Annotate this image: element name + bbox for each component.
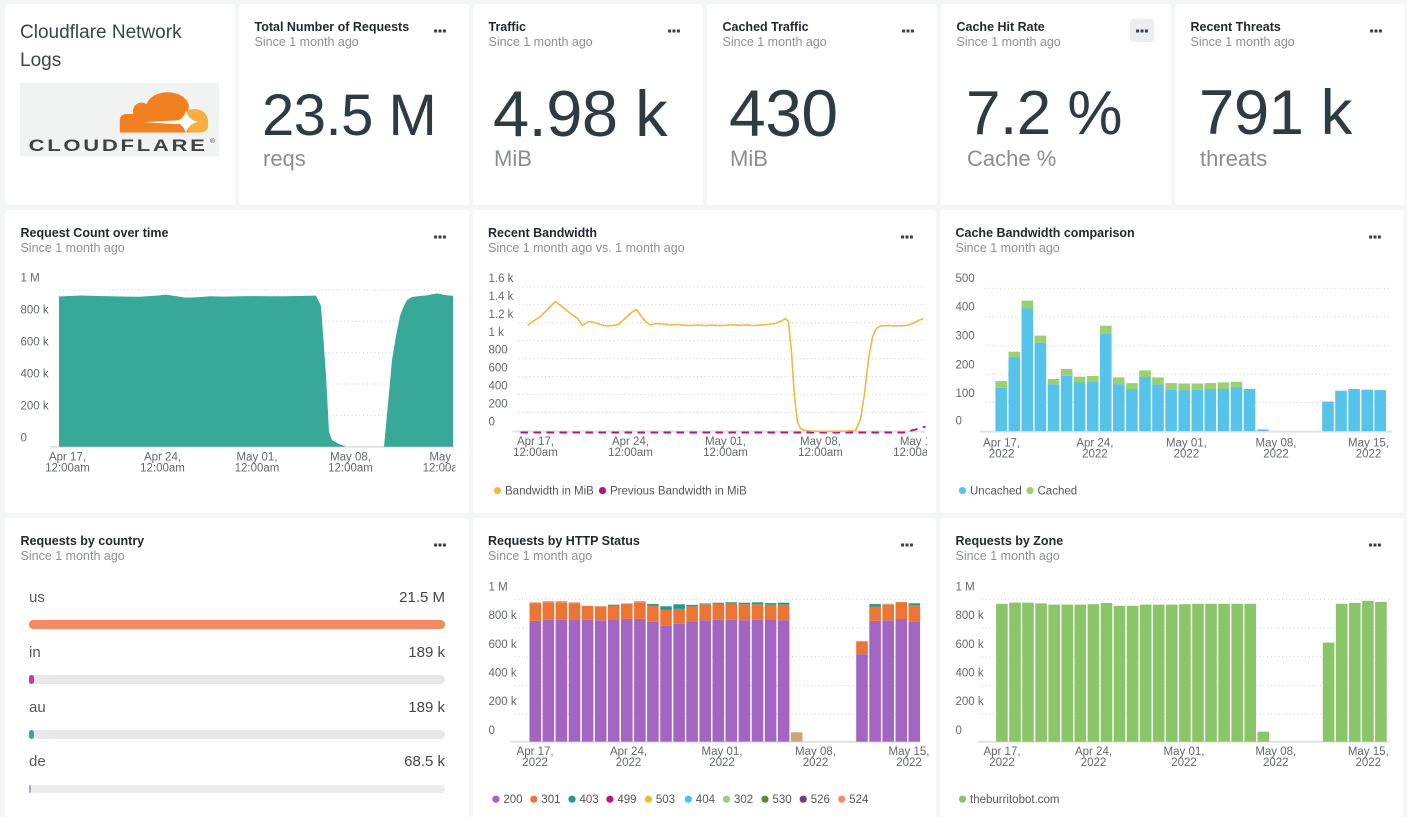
svg-text:May 112:00am: May 1 12:00am <box>423 452 468 475</box>
svg-text:400 k: 400 k <box>956 668 984 680</box>
svg-text:0: 0 <box>21 433 27 445</box>
svg-text:800: 800 <box>488 345 507 357</box>
svg-text:526: 526 <box>810 794 829 806</box>
svg-text:400: 400 <box>956 302 975 314</box>
svg-text:Apr 17,2022: Apr 17, 2022 <box>983 746 1020 769</box>
svg-text:499: 499 <box>617 794 636 806</box>
svg-text:530: 530 <box>772 794 791 806</box>
svg-text:403: 403 <box>579 794 598 806</box>
svg-text:1.6 k: 1.6 k <box>488 273 513 285</box>
svg-text:May 08,12:00am: May 08, 12:00am <box>798 436 843 459</box>
svg-text:Apr 17,12:00am: Apr 17, 12:00am <box>45 452 90 475</box>
svg-text:Apr 24,2022: Apr 24, 2022 <box>1076 437 1113 460</box>
svg-text:0: 0 <box>956 415 962 427</box>
svg-text:600 k: 600 k <box>956 639 984 651</box>
svg-text:400: 400 <box>488 381 507 393</box>
svg-text:404: 404 <box>695 794 715 806</box>
svg-text:May 112:00am: May 1 12:00am <box>893 436 937 459</box>
svg-text:1.2 k: 1.2 k <box>488 309 513 321</box>
svg-text:800 k: 800 k <box>488 610 516 622</box>
svg-text:1 M: 1 M <box>956 581 975 593</box>
svg-text:302: 302 <box>734 794 753 806</box>
svg-text:524: 524 <box>849 794 869 806</box>
svg-text:May 15,2022: May 15, 2022 <box>1348 437 1389 460</box>
svg-text:1 k: 1 k <box>488 327 504 339</box>
svg-text:1 M: 1 M <box>21 273 40 285</box>
svg-text:200: 200 <box>488 399 507 411</box>
svg-text:Apr 24,2022: Apr 24, 2022 <box>1075 746 1112 769</box>
svg-text:100: 100 <box>956 388 975 400</box>
svg-text:May 01,12:00am: May 01, 12:00am <box>703 436 748 459</box>
svg-text:1 M: 1 M <box>488 581 507 593</box>
svg-text:Apr 17,2022: Apr 17, 2022 <box>983 437 1020 460</box>
svg-text:May 15,2022: May 15, 2022 <box>888 746 929 769</box>
svg-text:600 k: 600 k <box>488 639 516 651</box>
svg-text:May 08,2022: May 08, 2022 <box>1255 746 1296 769</box>
svg-text:500: 500 <box>956 273 975 285</box>
svg-text:503: 503 <box>655 794 674 806</box>
svg-text:200: 200 <box>503 794 522 806</box>
svg-text:Bandwidth in MiB: Bandwidth in MiB <box>505 486 594 498</box>
svg-text:Apr 24,12:00am: Apr 24, 12:00am <box>608 436 653 459</box>
svg-text:Previous Bandwidth in MiB: Previous Bandwidth in MiB <box>610 486 747 498</box>
svg-text:theburritobot.com: theburritobot.com <box>970 794 1060 806</box>
svg-text:May 01,2022: May 01, 2022 <box>701 746 742 769</box>
svg-text:800 k: 800 k <box>956 610 984 622</box>
svg-text:400 k: 400 k <box>488 668 516 680</box>
svg-text:Cached: Cached <box>1038 486 1078 498</box>
svg-text:800 k: 800 k <box>21 305 49 317</box>
svg-text:0: 0 <box>488 725 494 737</box>
svg-text:600 k: 600 k <box>21 337 49 349</box>
svg-text:May 01,2022: May 01, 2022 <box>1166 437 1207 460</box>
svg-text:200 k: 200 k <box>488 696 516 708</box>
svg-text:200 k: 200 k <box>956 696 984 708</box>
svg-text:May 08,2022: May 08, 2022 <box>1256 437 1297 460</box>
svg-text:Apr 17,2022: Apr 17, 2022 <box>516 746 553 769</box>
svg-text:200 k: 200 k <box>21 401 49 413</box>
svg-text:400 k: 400 k <box>21 369 49 381</box>
svg-text:May 08,2022: May 08, 2022 <box>795 746 836 769</box>
svg-text:May 01,12:00am: May 01, 12:00am <box>235 452 280 475</box>
svg-text:1.4 k: 1.4 k <box>488 291 513 303</box>
svg-text:May 01,2022: May 01, 2022 <box>1164 746 1205 769</box>
svg-text:301: 301 <box>541 794 560 806</box>
svg-text:0: 0 <box>488 417 494 429</box>
svg-text:Apr 24,12:00am: Apr 24, 12:00am <box>140 452 185 475</box>
svg-text:300: 300 <box>956 330 975 342</box>
svg-text:Apr 24,2022: Apr 24, 2022 <box>609 746 646 769</box>
svg-text:May 08,12:00am: May 08, 12:00am <box>328 452 373 475</box>
svg-text:Apr 17,12:00am: Apr 17, 12:00am <box>513 436 558 459</box>
svg-text:600: 600 <box>488 363 507 375</box>
svg-text:Uncached: Uncached <box>970 486 1022 498</box>
svg-text:May 15,2022: May 15, 2022 <box>1348 746 1389 769</box>
svg-text:®: ® <box>210 137 215 145</box>
svg-text:CLOUDFLARE: CLOUDFLARE <box>29 137 208 155</box>
svg-text:0: 0 <box>956 725 962 737</box>
svg-text:200: 200 <box>956 359 975 371</box>
